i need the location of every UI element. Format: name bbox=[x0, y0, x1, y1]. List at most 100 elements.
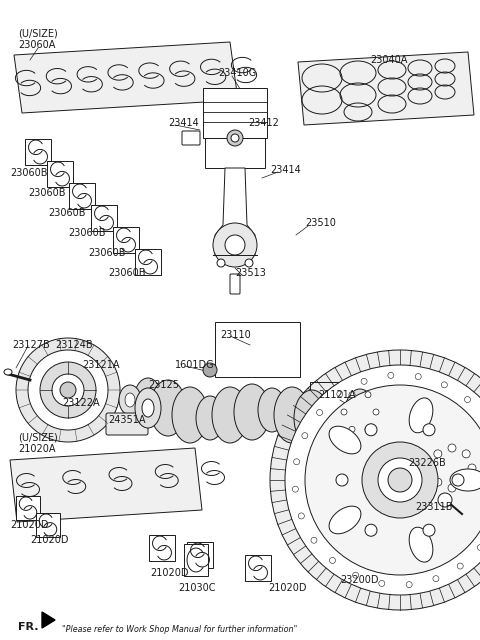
Text: 1601DG: 1601DG bbox=[175, 360, 215, 370]
Circle shape bbox=[365, 392, 371, 397]
Circle shape bbox=[203, 363, 217, 377]
Ellipse shape bbox=[150, 380, 186, 436]
Polygon shape bbox=[42, 612, 55, 628]
Circle shape bbox=[270, 350, 480, 610]
Ellipse shape bbox=[196, 396, 224, 440]
Circle shape bbox=[433, 575, 439, 582]
Text: 23513: 23513 bbox=[235, 268, 266, 278]
Circle shape bbox=[336, 474, 348, 486]
Ellipse shape bbox=[329, 426, 361, 454]
Text: 21020D: 21020D bbox=[268, 583, 307, 593]
Text: 23110: 23110 bbox=[220, 330, 251, 340]
Circle shape bbox=[468, 464, 476, 472]
Circle shape bbox=[457, 563, 463, 569]
Text: 23412: 23412 bbox=[248, 118, 279, 128]
FancyBboxPatch shape bbox=[205, 138, 265, 168]
Circle shape bbox=[337, 391, 343, 397]
Text: 23060B: 23060B bbox=[28, 188, 65, 198]
Text: 23414: 23414 bbox=[270, 165, 301, 175]
Circle shape bbox=[305, 385, 480, 575]
FancyBboxPatch shape bbox=[69, 183, 95, 209]
Circle shape bbox=[388, 468, 412, 492]
Circle shape bbox=[227, 130, 243, 146]
Circle shape bbox=[465, 397, 470, 403]
Circle shape bbox=[462, 478, 470, 486]
Circle shape bbox=[317, 410, 323, 415]
Circle shape bbox=[365, 524, 377, 536]
Text: (U/SIZE): (U/SIZE) bbox=[18, 28, 58, 38]
Text: 23414: 23414 bbox=[168, 118, 199, 128]
Circle shape bbox=[448, 484, 456, 492]
Text: 21020D: 21020D bbox=[150, 568, 189, 578]
Text: 24351A: 24351A bbox=[108, 415, 145, 425]
FancyBboxPatch shape bbox=[230, 274, 240, 294]
Text: 23060B: 23060B bbox=[108, 268, 145, 278]
Circle shape bbox=[438, 493, 452, 507]
Text: 23311B: 23311B bbox=[415, 502, 453, 512]
Circle shape bbox=[349, 392, 355, 397]
FancyBboxPatch shape bbox=[135, 249, 161, 275]
Ellipse shape bbox=[135, 388, 161, 428]
Text: (U/SIZE): (U/SIZE) bbox=[18, 432, 58, 442]
Polygon shape bbox=[14, 42, 238, 113]
Text: 23060B: 23060B bbox=[10, 168, 48, 178]
Text: 23060B: 23060B bbox=[48, 208, 85, 218]
Circle shape bbox=[231, 134, 239, 142]
Circle shape bbox=[423, 424, 435, 436]
Circle shape bbox=[225, 235, 245, 255]
FancyBboxPatch shape bbox=[36, 513, 60, 537]
Ellipse shape bbox=[258, 388, 286, 432]
Polygon shape bbox=[298, 52, 474, 125]
Ellipse shape bbox=[172, 387, 208, 443]
Circle shape bbox=[217, 259, 225, 267]
Circle shape bbox=[415, 374, 421, 380]
FancyBboxPatch shape bbox=[245, 555, 271, 581]
Circle shape bbox=[353, 572, 359, 578]
Ellipse shape bbox=[212, 387, 248, 443]
Circle shape bbox=[406, 582, 412, 588]
FancyBboxPatch shape bbox=[187, 542, 213, 568]
FancyBboxPatch shape bbox=[182, 131, 200, 145]
Ellipse shape bbox=[409, 398, 433, 433]
Circle shape bbox=[16, 338, 120, 442]
Circle shape bbox=[448, 444, 456, 452]
Ellipse shape bbox=[321, 393, 349, 437]
Circle shape bbox=[302, 433, 308, 438]
Text: 23060B: 23060B bbox=[88, 248, 125, 258]
Ellipse shape bbox=[329, 506, 361, 534]
Circle shape bbox=[436, 452, 468, 484]
Ellipse shape bbox=[274, 387, 310, 443]
Circle shape bbox=[40, 362, 96, 418]
Ellipse shape bbox=[409, 527, 433, 562]
Circle shape bbox=[373, 409, 379, 415]
Circle shape bbox=[28, 350, 108, 430]
Circle shape bbox=[424, 440, 480, 496]
Text: 23410G: 23410G bbox=[218, 68, 256, 78]
Circle shape bbox=[292, 486, 299, 492]
FancyBboxPatch shape bbox=[113, 227, 139, 253]
FancyBboxPatch shape bbox=[106, 413, 148, 435]
Text: 21020D: 21020D bbox=[10, 520, 48, 530]
Circle shape bbox=[423, 524, 435, 536]
Text: 23060A: 23060A bbox=[18, 40, 55, 50]
Circle shape bbox=[52, 374, 84, 406]
Circle shape bbox=[388, 372, 394, 378]
Ellipse shape bbox=[4, 369, 12, 375]
Text: 21020A: 21020A bbox=[18, 444, 56, 454]
Circle shape bbox=[478, 545, 480, 550]
Text: "Please refer to Work Shop Manual for further information": "Please refer to Work Shop Manual for fu… bbox=[62, 625, 297, 634]
Ellipse shape bbox=[134, 378, 162, 422]
Circle shape bbox=[329, 557, 336, 563]
FancyBboxPatch shape bbox=[47, 161, 73, 187]
Text: 23125: 23125 bbox=[148, 380, 179, 390]
Text: 23060B: 23060B bbox=[68, 228, 106, 238]
FancyBboxPatch shape bbox=[149, 535, 175, 561]
Circle shape bbox=[442, 382, 447, 388]
Circle shape bbox=[213, 223, 257, 267]
Text: 23200D: 23200D bbox=[340, 575, 379, 585]
FancyBboxPatch shape bbox=[91, 205, 117, 231]
Circle shape bbox=[299, 513, 304, 519]
Circle shape bbox=[311, 537, 317, 543]
Circle shape bbox=[245, 259, 253, 267]
Circle shape bbox=[60, 382, 76, 398]
